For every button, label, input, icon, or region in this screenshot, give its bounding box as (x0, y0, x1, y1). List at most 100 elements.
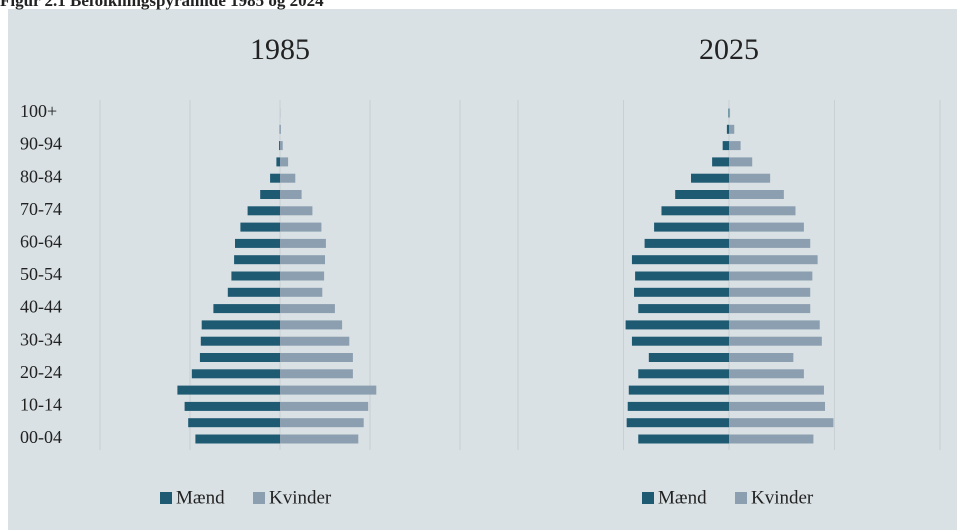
y-tick-label: 60-64 (20, 232, 62, 252)
bar (644, 238, 729, 248)
bar (195, 434, 280, 444)
bar (729, 401, 826, 411)
bar (729, 190, 784, 199)
legend-label: Kvinder (751, 487, 814, 508)
bar (280, 141, 283, 151)
legend-swatch (253, 492, 265, 504)
bar (638, 434, 729, 444)
bar (280, 320, 343, 330)
bar (638, 304, 729, 314)
bar (280, 336, 350, 346)
legend-label: Mænd (658, 487, 707, 508)
y-tick-label: 80-84 (20, 166, 62, 186)
bar (240, 222, 280, 232)
bar (234, 255, 280, 265)
bar (729, 173, 771, 183)
bar (188, 418, 280, 428)
bar (729, 157, 753, 167)
y-tick-label: 20-24 (20, 362, 62, 382)
bar (631, 336, 729, 346)
bar (280, 222, 322, 232)
bar (201, 320, 280, 330)
bar (184, 401, 280, 411)
bar (729, 206, 796, 216)
bar (199, 353, 280, 362)
bar (638, 369, 729, 379)
bar (280, 353, 353, 362)
bar (227, 287, 280, 297)
bar (200, 336, 280, 346)
bar (729, 222, 804, 232)
y-tick-label: 30-34 (20, 329, 62, 349)
bar (726, 124, 729, 134)
bar (728, 108, 729, 118)
y-tick-label: 40-44 (20, 297, 62, 317)
bar (631, 255, 729, 265)
bar (280, 304, 335, 314)
bar (280, 434, 359, 444)
bar (280, 369, 353, 379)
bar (270, 173, 280, 183)
bar (628, 385, 729, 395)
bar (729, 304, 811, 314)
bar (648, 353, 729, 362)
bar (729, 108, 731, 118)
bar (280, 206, 313, 216)
bar (729, 320, 820, 330)
bar (729, 255, 818, 265)
bar (729, 141, 741, 151)
bar (235, 238, 280, 248)
bar (280, 385, 377, 395)
bar (260, 190, 280, 199)
legend-swatch (642, 492, 654, 504)
bar (729, 418, 834, 428)
bar (691, 173, 729, 183)
bar (177, 385, 280, 395)
bar (729, 434, 814, 444)
bar (280, 271, 325, 281)
legend-label: Kvinder (269, 487, 332, 508)
bar (280, 418, 364, 428)
bar (729, 271, 813, 281)
bar (280, 190, 302, 199)
legend-label: Mænd (176, 487, 225, 508)
figure-title: Figur 2.1 Befolkningspyramide 1985 og 20… (0, 0, 324, 10)
bar (280, 157, 289, 167)
chart-subtitle: 1985 (250, 33, 310, 66)
panel (8, 9, 957, 530)
legend-swatch (160, 492, 172, 504)
bar (280, 173, 296, 183)
bar (625, 320, 729, 330)
bar (627, 401, 729, 411)
bar (191, 369, 280, 379)
bar (729, 287, 811, 297)
bar (231, 271, 280, 281)
bar (626, 418, 729, 428)
bar (712, 157, 729, 167)
y-tick-label: 100+ (20, 101, 57, 121)
bar (729, 369, 804, 379)
y-tick-label: 90-94 (20, 134, 62, 154)
bar (635, 271, 729, 281)
bar (634, 287, 729, 297)
bar (213, 304, 280, 314)
bar (729, 385, 824, 395)
bar (654, 222, 729, 232)
bar (279, 141, 280, 151)
bar (675, 190, 729, 199)
bar (729, 336, 822, 346)
y-tick-label: 10-14 (20, 395, 62, 415)
y-tick-label: 70-74 (20, 199, 62, 219)
bar (729, 353, 794, 362)
bar (280, 255, 325, 265)
bar (280, 401, 369, 411)
y-tick-label: 00-04 (20, 427, 62, 447)
chart-subtitle: 2025 (699, 33, 759, 66)
bar (729, 238, 811, 248)
bar (280, 287, 323, 297)
bar (729, 124, 735, 134)
bar (247, 206, 280, 216)
bar (280, 238, 326, 248)
bar (280, 124, 281, 134)
